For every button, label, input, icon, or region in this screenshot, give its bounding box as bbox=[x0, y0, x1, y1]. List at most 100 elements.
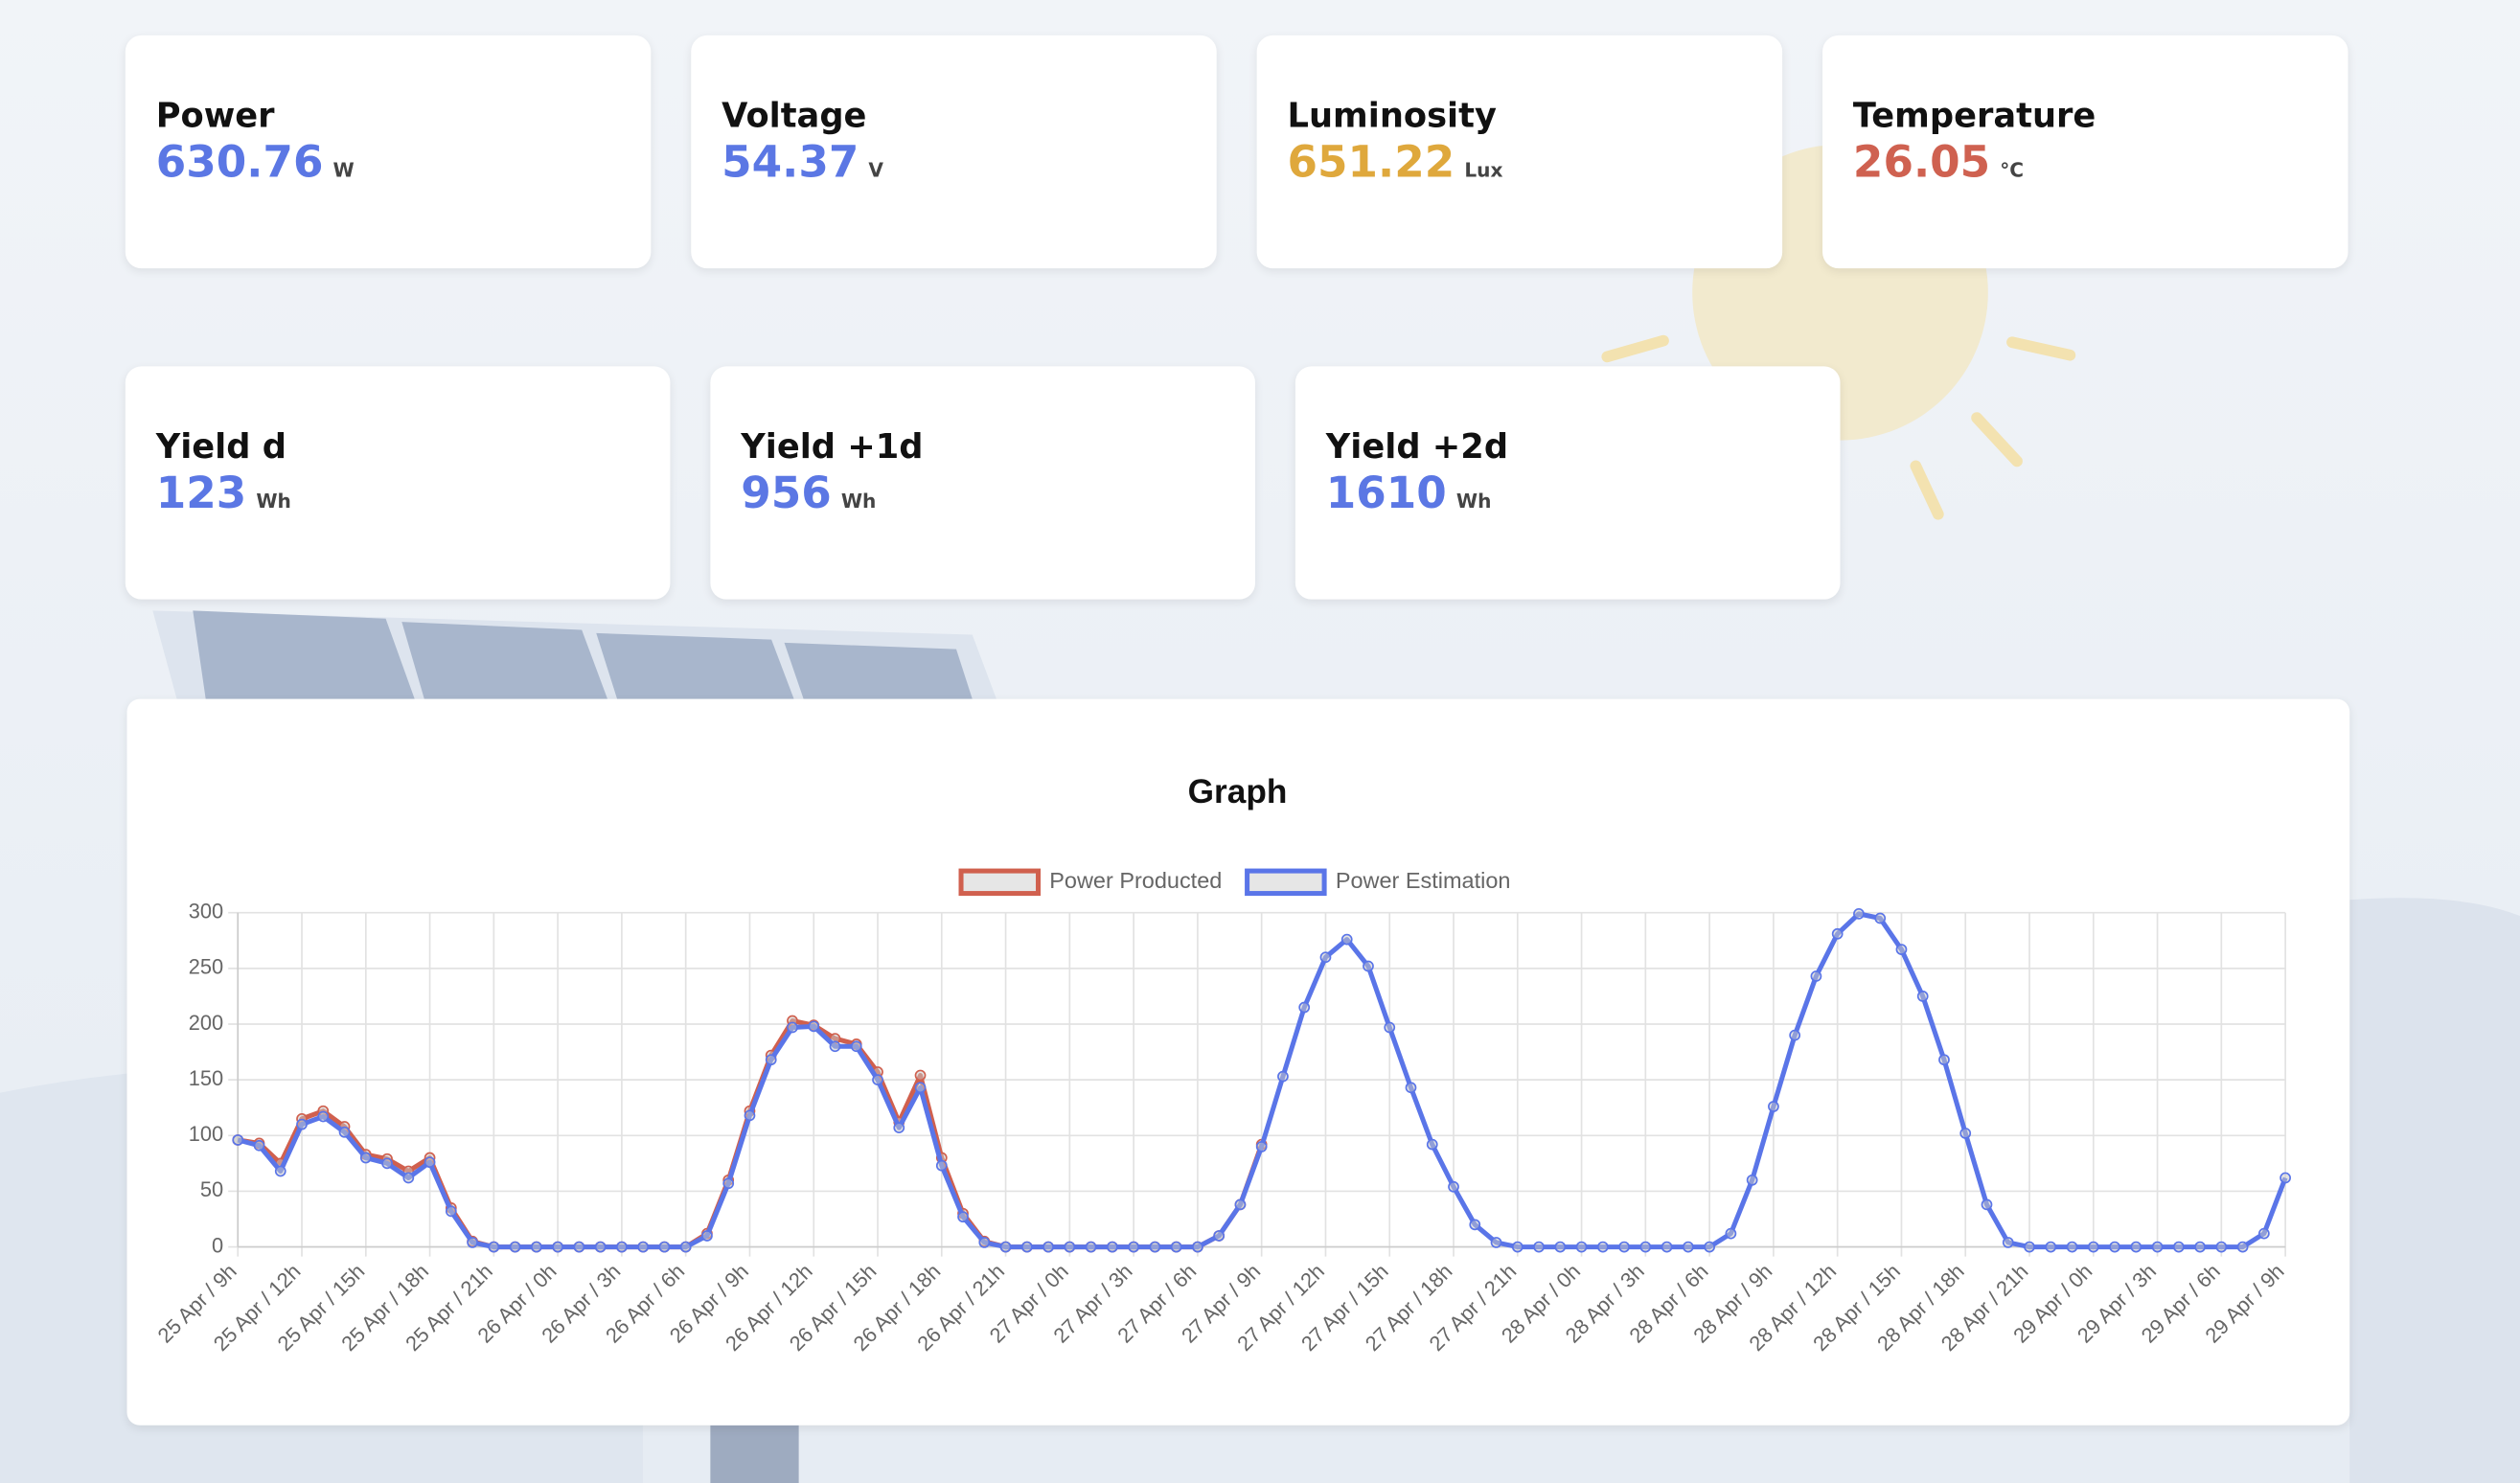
y-tick-label: 0 bbox=[212, 1233, 223, 1257]
card-unit: Lux bbox=[1464, 159, 1503, 182]
metric-card: Temperature 26.05 °C bbox=[1822, 34, 2348, 269]
data-point bbox=[1596, 1241, 1609, 1253]
data-point bbox=[787, 1021, 798, 1034]
data-point bbox=[2215, 1241, 2228, 1253]
data-point bbox=[744, 1109, 756, 1122]
data-point bbox=[2087, 1241, 2099, 1253]
data-point bbox=[2024, 1241, 2035, 1253]
data-point bbox=[424, 1156, 436, 1169]
data-point bbox=[1319, 951, 1332, 964]
data-point bbox=[2066, 1241, 2078, 1253]
data-point bbox=[1639, 1241, 1652, 1253]
data-point bbox=[765, 1054, 777, 1066]
data-point bbox=[1768, 1101, 1779, 1112]
data-point bbox=[1213, 1230, 1226, 1242]
card-title: Yield +1d bbox=[741, 427, 924, 467]
data-point bbox=[296, 1118, 308, 1130]
card-value: 651.22 bbox=[1287, 138, 1455, 189]
data-point bbox=[530, 1241, 542, 1253]
data-point bbox=[1618, 1241, 1630, 1253]
data-point bbox=[467, 1237, 478, 1248]
data-point bbox=[1789, 1029, 1801, 1041]
card-title: Temperature bbox=[1852, 96, 2096, 135]
data-point bbox=[1020, 1241, 1033, 1253]
data-point bbox=[679, 1241, 692, 1253]
data-point bbox=[1042, 1241, 1054, 1253]
data-point bbox=[850, 1040, 862, 1053]
data-point bbox=[1234, 1198, 1247, 1211]
data-point bbox=[1149, 1241, 1161, 1253]
y-tick-label: 150 bbox=[189, 1066, 223, 1090]
card-value: 630.76 bbox=[155, 138, 324, 189]
legend-swatch bbox=[958, 868, 1042, 897]
y-tick-label: 50 bbox=[200, 1177, 223, 1201]
metric-card: Yield d 123 Wh bbox=[125, 366, 671, 600]
card-value-row: 1610 Wh bbox=[1326, 469, 1810, 519]
data-point bbox=[978, 1237, 991, 1248]
data-point bbox=[1938, 1054, 1950, 1066]
data-point bbox=[1704, 1241, 1715, 1253]
card-title: Luminosity bbox=[1287, 96, 1497, 135]
data-point bbox=[1298, 1001, 1311, 1014]
data-point bbox=[1831, 927, 1844, 940]
data-point bbox=[1106, 1241, 1118, 1253]
data-point bbox=[872, 1074, 883, 1086]
data-point bbox=[1746, 1174, 1758, 1186]
data-point bbox=[701, 1230, 713, 1242]
data-point bbox=[359, 1152, 372, 1164]
data-point bbox=[914, 1082, 927, 1094]
data-point bbox=[509, 1241, 521, 1253]
data-point bbox=[2236, 1241, 2249, 1253]
data-point bbox=[1085, 1241, 1097, 1253]
data-point bbox=[1874, 912, 1887, 924]
data-point bbox=[1554, 1241, 1567, 1253]
data-point bbox=[658, 1241, 671, 1253]
data-point bbox=[829, 1040, 841, 1053]
data-point bbox=[1959, 1128, 1972, 1139]
data-point bbox=[1916, 991, 1929, 1002]
data-point bbox=[893, 1122, 905, 1134]
card-value-row: 630.76 W bbox=[156, 138, 621, 188]
data-point bbox=[594, 1241, 607, 1253]
data-point bbox=[2151, 1241, 2164, 1253]
legend-swatch bbox=[1245, 868, 1327, 897]
data-point bbox=[2257, 1227, 2270, 1240]
data-point bbox=[637, 1241, 650, 1253]
data-point bbox=[1661, 1241, 1673, 1253]
data-point bbox=[1363, 960, 1374, 972]
card-value-row: 26.05 °C bbox=[1853, 138, 2318, 188]
data-point bbox=[445, 1205, 457, 1218]
card-value-row: 651.22 Lux bbox=[1288, 138, 1753, 188]
card-value: 1610 bbox=[1325, 468, 1447, 519]
data-point bbox=[2002, 1237, 2014, 1248]
data-point bbox=[1384, 1021, 1396, 1034]
card-value-row: 956 Wh bbox=[741, 469, 1225, 519]
card-value: 26.05 bbox=[1852, 138, 1991, 189]
y-tick-label: 200 bbox=[189, 1011, 223, 1035]
data-point bbox=[2109, 1241, 2120, 1253]
chart-title: Graph bbox=[1188, 773, 1288, 810]
data-point bbox=[1981, 1198, 1993, 1211]
data-point bbox=[573, 1241, 585, 1253]
data-point bbox=[616, 1241, 628, 1253]
data-point bbox=[1426, 1138, 1438, 1151]
data-point bbox=[2194, 1241, 2206, 1253]
data-point bbox=[1725, 1227, 1737, 1240]
data-point bbox=[1448, 1180, 1459, 1193]
card-value: 54.37 bbox=[722, 138, 859, 189]
metric-card: Yield +1d 956 Wh bbox=[710, 366, 1255, 600]
data-point bbox=[1853, 907, 1865, 920]
data-point bbox=[1682, 1241, 1694, 1253]
y-tick-label: 250 bbox=[189, 955, 223, 979]
data-point bbox=[1810, 970, 1822, 982]
card-unit: Wh bbox=[256, 490, 291, 513]
card-value: 123 bbox=[155, 468, 247, 519]
data-point bbox=[1405, 1082, 1417, 1094]
data-point bbox=[274, 1165, 286, 1177]
metric-card: Yield +2d 1610 Wh bbox=[1294, 366, 1841, 600]
data-point bbox=[1575, 1241, 1588, 1253]
data-point bbox=[253, 1139, 265, 1152]
legend-label: Power Estimation bbox=[1336, 868, 1511, 893]
